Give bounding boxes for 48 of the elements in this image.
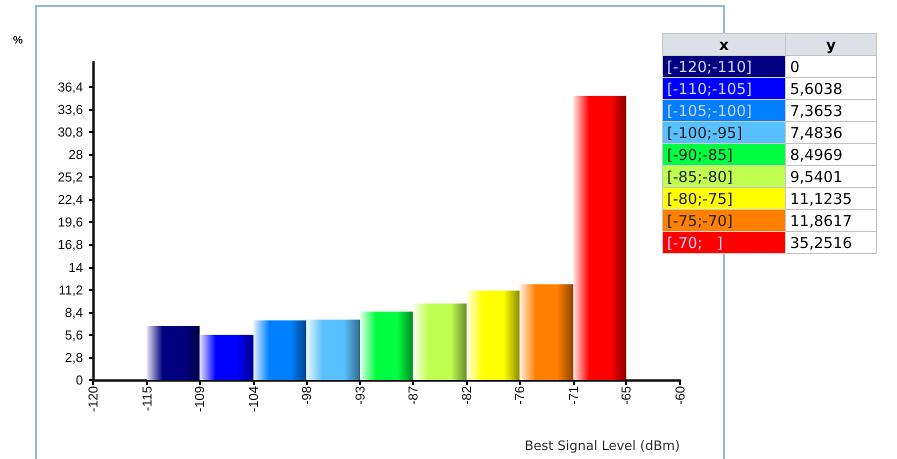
- y-tick-label: 11,2: [58, 282, 83, 298]
- text: 0: [786, 56, 876, 78]
- y-tick-label: 36,4: [58, 79, 83, 94]
- y-tick-label: 30,8: [58, 124, 83, 140]
- x-tick-label: -87: [405, 386, 420, 405]
- text: 8,4969: [786, 144, 876, 166]
- text: y: [786, 34, 876, 56]
- x-tick-label: -65: [618, 386, 634, 405]
- y-tick-label: 2,8: [64, 350, 83, 365]
- x-tick-label: -93: [352, 386, 368, 405]
- annotation: [-90;-85]: [667, 146, 733, 164]
- x-tick-label: -98: [298, 386, 314, 405]
- x-tick-label: -82: [459, 386, 474, 405]
- text: 7,4836: [786, 122, 876, 144]
- annotation: [-85;-80]: [667, 168, 733, 186]
- annotation: [-110;-105]: [667, 80, 752, 98]
- x-tick-label: -60: [672, 386, 688, 405]
- annotation: [-100;-95]: [667, 124, 742, 142]
- text: x: [662, 34, 786, 56]
- x-tick-label: -71: [566, 386, 581, 405]
- annotation: [-80;-75]: [667, 190, 733, 208]
- text: 9,5401: [786, 166, 876, 188]
- y-tick-label: 8,4: [64, 304, 83, 320]
- annotation: [-105;-100]: [667, 102, 752, 120]
- y-tick-label: 28: [68, 147, 83, 162]
- text: 7,3653: [786, 100, 876, 122]
- annotation: [-120;-110]: [667, 58, 752, 76]
- text: 11,8617: [786, 210, 876, 232]
- y-tick-label: 16,8: [58, 237, 83, 252]
- x-tick-label: -109: [192, 386, 208, 412]
- text: 11,1235: [786, 188, 876, 210]
- text: 35,2516: [786, 232, 876, 254]
- text: 5,6038: [786, 78, 876, 100]
- y-tick-label: 14: [68, 260, 83, 275]
- annotation: [-75;-70]: [667, 212, 733, 230]
- x-tick-label: -104: [246, 386, 261, 412]
- y-tick-label: 0: [76, 372, 83, 388]
- x-axis-title: Best Signal Level (dBm): [524, 439, 680, 454]
- x-tick-label: -76: [512, 386, 528, 405]
- y-tick-label: 33,6: [58, 102, 83, 117]
- y-axis-title: %: [13, 34, 23, 46]
- y-tick-label: 25,2: [58, 170, 83, 185]
- x-tick-label: -115: [139, 386, 154, 412]
- annotation: [-70; ]: [667, 234, 723, 252]
- y-tick-label: 22,4: [58, 192, 83, 208]
- y-tick-label: 19,6: [58, 214, 83, 230]
- y-tick-label: 5,6: [64, 327, 83, 342]
- x-tick-label: -120: [86, 386, 100, 412]
